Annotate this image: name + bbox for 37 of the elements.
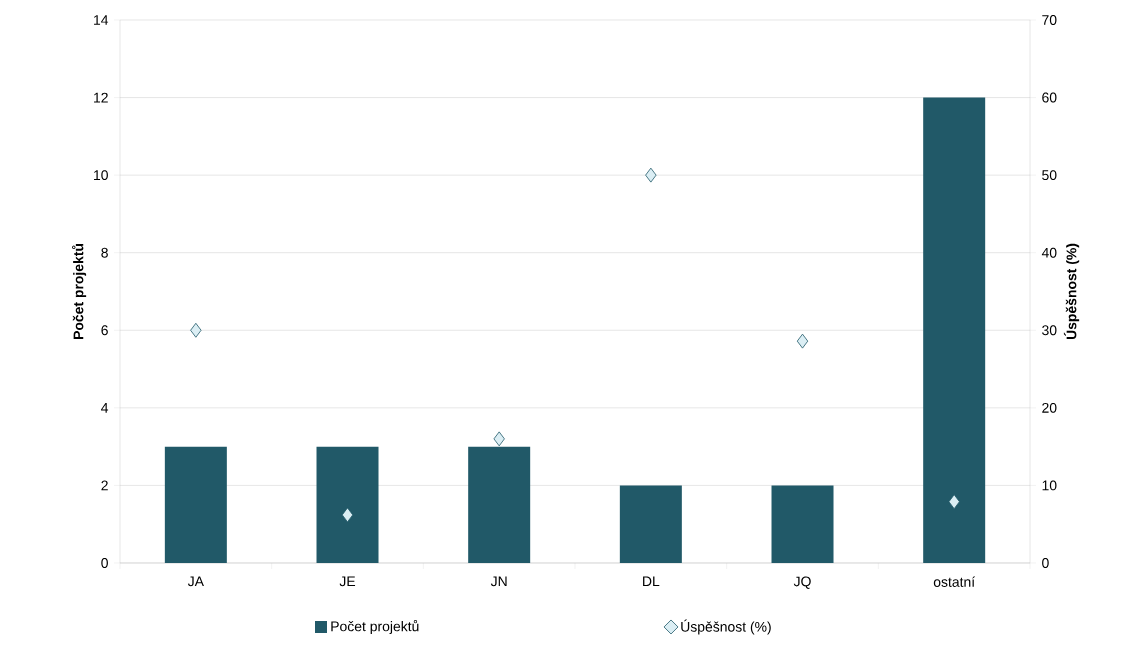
x-tick-label: JA <box>187 576 204 587</box>
x-tick-label: JN <box>490 576 507 587</box>
y-tick-label: 4 <box>101 403 109 413</box>
point <box>493 431 505 447</box>
bar <box>164 446 227 563</box>
y-tick-label: 14 <box>94 15 109 25</box>
y-tick-label: 2 <box>101 480 108 491</box>
y2-tick-label: 40 <box>1041 247 1057 258</box>
y2-axis-title: Úspěšnost (%) <box>1063 243 1080 340</box>
bar <box>923 97 986 563</box>
point <box>948 494 960 510</box>
y-axis-title: Počet projektů <box>72 243 87 339</box>
y-tick-label: 10 <box>94 170 108 181</box>
legend-label: Úspěšnost (%) <box>681 619 771 635</box>
y2-tick-label: 70 <box>1042 15 1057 25</box>
x-tick-label: DL <box>643 576 660 587</box>
bar <box>619 485 682 563</box>
y2-tick-label: 10 <box>1042 480 1057 491</box>
y-tick-label: 0 <box>101 558 108 568</box>
y-tick-label: 8 <box>101 247 108 258</box>
y2-tick-label: 30 <box>1042 325 1057 336</box>
y2-tick-label: 50 <box>1042 170 1057 181</box>
bar <box>771 485 834 563</box>
x-tick-label: JE <box>339 576 356 587</box>
y-tick-label: 12 <box>94 92 108 103</box>
y2-tick-label: 0 <box>1042 558 1049 568</box>
point <box>796 333 809 349</box>
y2-tick-label: 20 <box>1042 402 1057 413</box>
x-tick-label: JQ <box>793 576 811 589</box>
point <box>645 167 657 183</box>
point <box>190 322 202 338</box>
y2-tick-label: 60 <box>1042 92 1057 103</box>
x-tick-label: ostatní <box>933 576 976 587</box>
y-tick-label: 6 <box>101 325 108 336</box>
legend-label: Počet projektů <box>331 619 419 635</box>
point <box>341 507 354 523</box>
bar <box>316 446 379 563</box>
